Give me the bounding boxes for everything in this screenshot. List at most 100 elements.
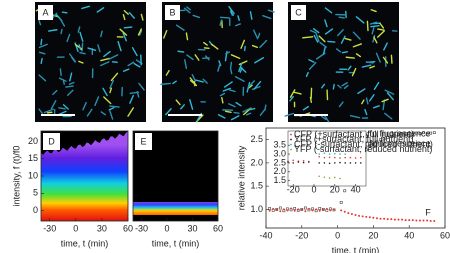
panel-label: C [295, 7, 302, 17]
cell [138, 29, 143, 36]
cell [224, 110, 232, 114]
data-point [302, 160, 305, 162]
cell [352, 31, 361, 40]
data-point [292, 159, 295, 162]
panel-label-box [165, 5, 180, 20]
data-point [318, 209, 321, 212]
cell [234, 23, 242, 27]
legend-marker [290, 133, 292, 136]
cell [219, 16, 230, 19]
cell [109, 110, 114, 120]
data-point [354, 162, 357, 164]
x-tick-label: 30 [97, 223, 107, 233]
cell [127, 61, 135, 67]
x-axis-label: time, t (min) [61, 238, 109, 248]
data-point [344, 156, 347, 159]
cell [77, 26, 81, 33]
cell [320, 115, 327, 121]
cell [373, 36, 378, 44]
data-point [334, 176, 336, 179]
cell [379, 22, 385, 29]
cell [122, 14, 126, 21]
cell [46, 111, 53, 114]
data-point [397, 133, 400, 137]
data-point [268, 207, 271, 210]
cell [386, 92, 394, 101]
cell [370, 9, 377, 13]
panel-label: A [42, 7, 48, 17]
cell [373, 81, 380, 90]
cell [71, 56, 76, 63]
data-point [272, 207, 275, 210]
data-point [339, 161, 341, 164]
cell [189, 77, 198, 87]
x-tick-label: 20 [368, 230, 378, 240]
cell [129, 94, 135, 104]
data-point [300, 208, 303, 211]
cell [338, 101, 344, 108]
data-point [344, 153, 347, 155]
x-tick-label: 60 [440, 230, 450, 240]
cell [69, 72, 73, 82]
plot-frame [132, 130, 219, 222]
legend-label: cfp fluorescence [365, 138, 431, 148]
cell [100, 30, 103, 38]
data-point [323, 156, 326, 159]
panel-label-box [135, 133, 152, 150]
cell [172, 80, 177, 85]
cell [38, 74, 47, 82]
data-point [344, 162, 347, 164]
cell [122, 32, 128, 42]
x-tick-label: 0 [164, 223, 169, 233]
cell [337, 84, 342, 89]
cell [324, 28, 334, 35]
cell [123, 26, 133, 29]
cell [100, 61, 110, 67]
data-point [297, 161, 300, 163]
data-point [297, 208, 300, 211]
cell [355, 16, 365, 24]
data-point [290, 207, 293, 210]
data-point [383, 217, 386, 220]
data-point [268, 209, 271, 212]
cell [86, 108, 93, 117]
data-point [379, 138, 382, 141]
y-tick-label: 10 [28, 170, 38, 180]
data-point [372, 142, 375, 146]
data-point [379, 217, 382, 220]
cell [230, 68, 233, 75]
cell [249, 11, 253, 20]
plot-frame [287, 130, 367, 187]
y-tick-label: 1.5 [250, 181, 263, 191]
cell [175, 99, 181, 106]
data-point [429, 131, 433, 135]
x-tick-label: 40 [404, 230, 414, 240]
cell [233, 111, 240, 114]
cell [222, 87, 231, 92]
data-point [323, 176, 326, 178]
cell [103, 96, 112, 105]
cell [186, 54, 194, 61]
cell [102, 87, 108, 97]
cell [259, 39, 268, 49]
legend-marker [290, 138, 292, 141]
cell [60, 28, 63, 35]
plot-frame [265, 127, 446, 229]
x-axis-label: time, t (min) [332, 245, 380, 253]
cell [238, 60, 248, 66]
cell [165, 108, 172, 116]
data-point [322, 208, 325, 211]
cell [341, 51, 348, 54]
cell [289, 95, 294, 102]
data-point [400, 132, 404, 136]
data-point [318, 155, 321, 158]
data-point [393, 218, 396, 221]
cell [312, 28, 320, 34]
cell [381, 98, 389, 103]
cell [140, 13, 144, 21]
data-point [422, 131, 425, 135]
data-point [318, 207, 322, 210]
data-point [361, 215, 364, 218]
x-tick-label: 30 [187, 223, 197, 233]
cell [253, 29, 259, 40]
